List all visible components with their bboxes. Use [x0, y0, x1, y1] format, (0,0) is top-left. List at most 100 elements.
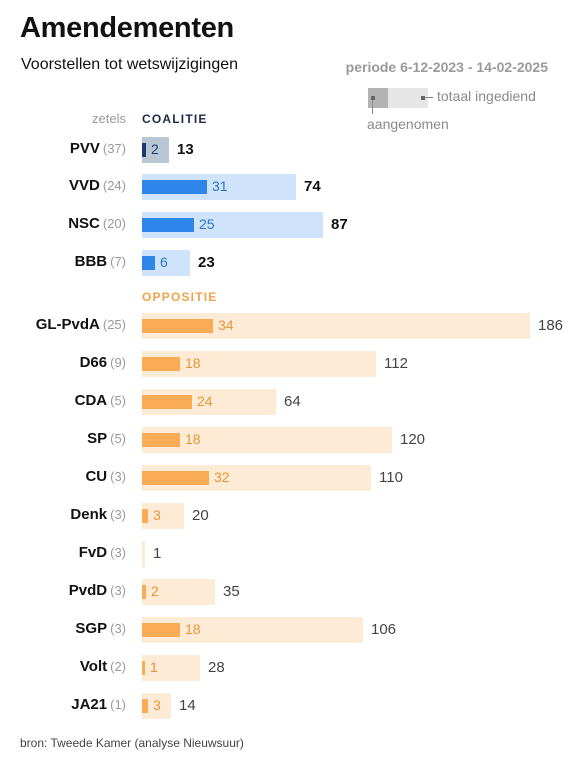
total-value-label: 13 — [177, 141, 194, 158]
section-opposition: OPPOSITIE — [142, 290, 218, 304]
party-seats: (1) — [110, 697, 126, 712]
party-name: PVV — [69, 140, 100, 157]
legend-total-label: totaal ingediend — [437, 88, 536, 104]
bar-accepted — [142, 143, 146, 157]
bar-total — [142, 351, 376, 377]
chart-subtitle: Voorstellen tot wetswijzigingen — [21, 56, 239, 73]
party-seats: (3) — [110, 583, 126, 598]
bar-total — [142, 427, 392, 453]
total-value-label: 110 — [379, 469, 403, 486]
bar-row: Volt (2) 1 28 — [0, 655, 576, 681]
party-name: FvD — [78, 544, 108, 561]
total-value-label: 1 — [153, 545, 162, 562]
total-value-label: 112 — [384, 355, 408, 372]
party-name: CU — [85, 468, 108, 485]
party-seats: (24) — [102, 178, 126, 193]
total-value-label: 14 — [179, 697, 196, 714]
party-label: SP (5) — [87, 430, 126, 447]
bar-row: VVD (24) 31 74 — [0, 174, 576, 200]
party-name: NSC — [68, 215, 100, 232]
party-name: BBB — [74, 253, 108, 270]
party-seats: (25) — [102, 317, 126, 332]
party-seats: (3) — [110, 621, 126, 636]
bar-total — [142, 579, 215, 605]
section-coalition: COALITIE — [142, 112, 208, 126]
party-name: VVD — [69, 177, 100, 194]
legend-total-marker — [421, 96, 425, 100]
bar-accepted — [142, 471, 209, 485]
total-value-label: 87 — [331, 216, 348, 233]
party-label: CU (3) — [85, 468, 126, 485]
party-seats: (3) — [110, 469, 126, 484]
party-label: FvD (3) — [79, 544, 126, 561]
party-label: BBB (7) — [75, 253, 126, 270]
party-seats: (7) — [110, 254, 126, 269]
bar-accepted — [142, 357, 180, 371]
total-value-label: 20 — [192, 507, 209, 524]
total-value-label: 64 — [284, 393, 301, 410]
total-value-label: 106 — [371, 621, 397, 638]
party-seats: (9) — [110, 355, 126, 370]
accepted-value-label: 34 — [218, 317, 234, 333]
legend-accepted-label: aangenomen — [367, 116, 449, 132]
bar-row: Denk (3) 3 20 — [0, 503, 576, 529]
accepted-value-label: 2 — [151, 141, 159, 157]
party-name: PvdD — [68, 582, 108, 599]
party-name: SGP — [75, 620, 108, 637]
total-value-label: 120 — [400, 431, 426, 448]
bar-accepted — [142, 319, 213, 333]
party-label: SGP (3) — [75, 620, 126, 637]
bar-row: BBB (7) 6 23 — [0, 250, 576, 276]
bar-accepted — [142, 585, 146, 599]
legend-total-leader — [425, 97, 433, 98]
total-value-label: 186 — [538, 317, 564, 334]
total-value-label: 35 — [223, 583, 240, 600]
bar-total — [142, 137, 169, 163]
accepted-value-label: 1 — [150, 659, 158, 675]
accepted-value-label: 32 — [214, 469, 230, 485]
party-seats: (5) — [110, 393, 126, 408]
bar-total — [142, 503, 184, 529]
bar-row: FvD (3) 1 — [0, 541, 576, 567]
party-name: JA21 — [71, 696, 108, 713]
accepted-value-label: 6 — [160, 254, 168, 270]
party-label: CDA (5) — [75, 392, 126, 409]
legend-accepted-swatch — [368, 88, 388, 108]
bar-accepted — [142, 180, 207, 194]
accepted-value-label: 3 — [153, 697, 161, 713]
bar-accepted — [142, 699, 148, 713]
accepted-value-label: 18 — [185, 621, 201, 637]
period-label: periode 6-12-2023 - 14-02-2025 — [345, 59, 548, 75]
accepted-value-label: 18 — [185, 355, 201, 371]
party-name: Denk — [70, 506, 108, 523]
bar-accepted — [142, 256, 155, 270]
bar-total — [142, 541, 145, 567]
bar-accepted — [142, 623, 180, 637]
bar-row: SGP (3) 18 106 — [0, 617, 576, 643]
accepted-value-label: 25 — [199, 216, 215, 232]
party-label: Volt (2) — [80, 658, 126, 675]
bar-row: NSC (20) 25 87 — [0, 212, 576, 238]
total-value-label: 74 — [304, 178, 321, 195]
accepted-value-label: 2 — [151, 583, 159, 599]
bar-row: JA21 (1) 3 14 — [0, 693, 576, 719]
party-label: VVD (24) — [69, 177, 126, 194]
legend: totaal ingediend aangenomen — [364, 86, 564, 136]
party-name: Volt — [79, 658, 108, 675]
total-value-label: 23 — [198, 254, 215, 271]
bar-row: D66 (9) 18 112 — [0, 351, 576, 377]
party-label: D66 (9) — [80, 354, 126, 371]
party-seats: (3) — [110, 507, 126, 522]
party-name: D66 — [79, 354, 108, 371]
bar-row: PvdD (3) 2 35 — [0, 579, 576, 605]
bar-total — [142, 655, 200, 681]
chart-title: Amendementen — [20, 12, 234, 44]
bar-row: GL-PvdA (25) 34 186 — [0, 313, 576, 339]
accepted-value-label: 24 — [197, 393, 213, 409]
accepted-value-label: 3 — [153, 507, 161, 523]
seats-header: zetels — [92, 111, 126, 126]
party-name: CDA — [74, 392, 108, 409]
legend-accepted-leader — [372, 100, 373, 114]
party-name: SP — [87, 430, 108, 447]
bar-row: CDA (5) 24 64 — [0, 389, 576, 415]
